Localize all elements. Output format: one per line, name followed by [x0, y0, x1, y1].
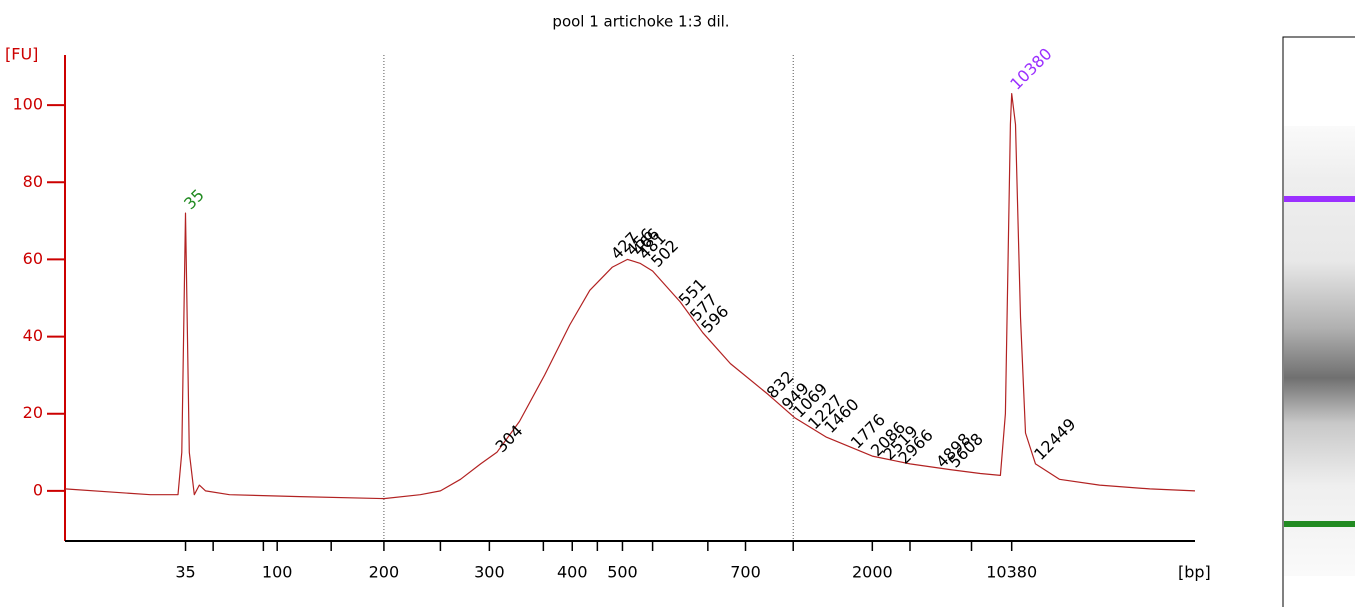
trace-line — [64, 93, 1196, 500]
x-tick-label: 300 — [474, 563, 505, 582]
y-axis-label: [FU] — [5, 45, 38, 64]
x-tick-label: 10380 — [986, 563, 1037, 582]
peak-label: 304 — [491, 421, 526, 456]
y-tick-label: 40 — [23, 326, 43, 345]
y-tick-label: 100 — [12, 95, 43, 114]
gel-smear — [1284, 126, 1355, 576]
y-tick-label: 0 — [33, 480, 43, 499]
plot-area: 0 20 40 60 80 100 35 100 200 300 400 500 700 2000 1038… — [12, 44, 1196, 582]
gel-lane — [1282, 36, 1355, 607]
peak-label: 10380 — [1006, 44, 1055, 93]
x-tick-label: 35 — [175, 563, 195, 582]
peak-label: 35 — [180, 185, 208, 213]
peak-label: 5608 — [945, 429, 987, 471]
x-tick-label: 100 — [262, 563, 293, 582]
chart-title: pool 1 artichoke 1:3 dil. — [552, 13, 729, 31]
gel-band-upper — [1284, 196, 1355, 202]
y-tick-label: 80 — [23, 172, 43, 191]
x-tick-label: 2000 — [852, 563, 893, 582]
x-tick-label: 200 — [369, 563, 400, 582]
y-tick-label: 60 — [23, 249, 43, 268]
peak-label: 12449 — [1030, 414, 1079, 463]
gel-band-lower — [1284, 521, 1355, 527]
x-axis-label: [bp] — [1178, 563, 1211, 582]
x-tick-label: 700 — [730, 563, 761, 582]
x-tick-label: 400 — [557, 563, 588, 582]
x-tick-label: 500 — [607, 563, 638, 582]
y-tick-label: 20 — [23, 403, 43, 422]
